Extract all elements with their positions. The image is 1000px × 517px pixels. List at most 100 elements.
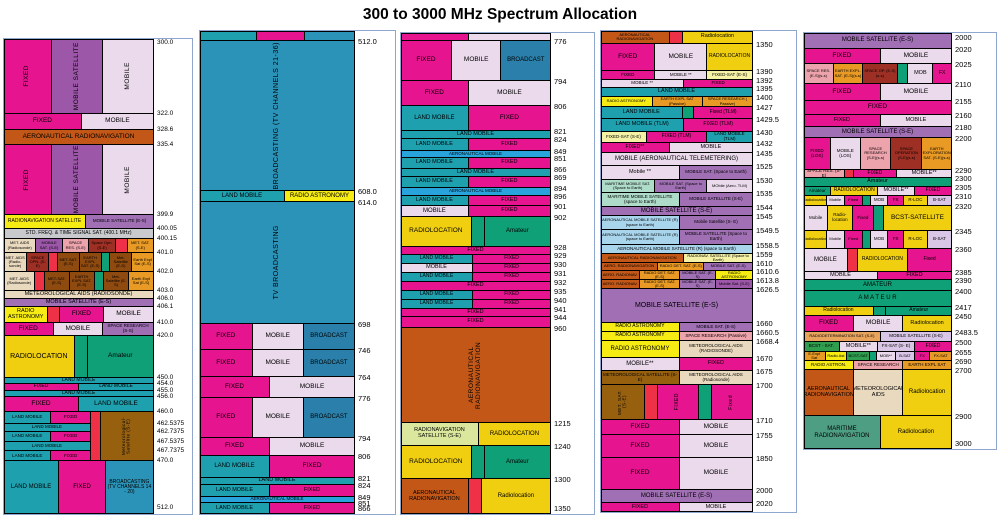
freq-label: 1544 xyxy=(756,203,773,212)
band-b-sat: B-SAT xyxy=(927,231,951,248)
band-fixed-tlm: FIXED (TLM) xyxy=(684,119,752,131)
band-label: FIXED xyxy=(416,56,436,64)
frequency-scale: 1350 1390 1392 1395 1400 1427 1429.5 1430 1432 14… xyxy=(753,31,796,512)
band-tv-broadcasting: TV BROADCASTING xyxy=(200,202,354,323)
band-label: LAND MOBILE xyxy=(216,486,254,493)
band-fixed: FIXED xyxy=(4,384,79,390)
band-land-mobile: LAND MOBILE xyxy=(200,503,271,514)
band-row: AERONAUTICAL MOBILE SATELLITE (R) (space… xyxy=(601,245,752,254)
band-fixed: Fixed xyxy=(908,249,951,271)
band-fixed: FIXED xyxy=(4,114,82,129)
band-row: LAND MOBILE FIXED xyxy=(200,485,354,497)
band-broadcast: BROADCAST xyxy=(303,398,354,437)
band-label: Radiolocation xyxy=(497,493,535,500)
band-land-mobile: LAND MOBILE xyxy=(4,378,153,383)
freq-label: 698 xyxy=(358,320,371,329)
band-met-aids-radio-sonde: MET. AIDS (Radio- sonde) xyxy=(4,253,28,271)
band-met-aids-radiosonde: MET. AIDS (Radiosonde) xyxy=(4,239,37,252)
band-land-mobile: LAND MOBILE xyxy=(401,106,469,130)
band-space-res-e-s-s-s: SPACE RES. (E-S)(s-s) xyxy=(804,64,834,83)
band-maritime-mobile-sat-space-to-earth: MARITIME MOBILE SAT. (Space to Earth) xyxy=(601,180,656,192)
band-label: FIXED xyxy=(631,503,649,510)
band-mobile: Mobile ** xyxy=(601,166,680,179)
band-sliver xyxy=(74,336,88,377)
freq-label: 902 xyxy=(554,213,567,222)
band-fixed: FIXED xyxy=(684,80,752,87)
band-label: MOBILE SATELLITE xyxy=(72,41,80,111)
freq-label: 1525 xyxy=(756,162,773,171)
band-radiolocation: RADIOLOCATION xyxy=(831,187,878,195)
band-label: BCST-SATELLITE xyxy=(890,213,944,221)
band-e-expl-sat: E-Expl Sat xyxy=(804,352,826,360)
band-fixed: FIXED xyxy=(473,264,550,272)
band-label: RADIONAVIGATION SATELLITE xyxy=(7,217,82,224)
band-row: LAND MOBILE FIXED xyxy=(401,300,550,309)
freq-label: 400.15 xyxy=(157,235,177,242)
band-sliver xyxy=(862,231,871,248)
band-mobile: MOBILE xyxy=(81,114,153,129)
band-mobile: MOBILE xyxy=(252,398,304,437)
band-sliver xyxy=(897,64,909,83)
band-label: FIXED-SAT (E-S) xyxy=(712,71,747,77)
band-row: AERONAUTICAL MOBILE xyxy=(401,188,550,196)
band-broadcast: BROADCAST xyxy=(501,41,550,80)
band-radio-astron: RADIO ASTRON. xyxy=(804,361,855,369)
band-label: AERONAUTICAL RADIONAVIGATION xyxy=(409,489,460,502)
band-mobile-satellite-e-s: MOBILE SATELLITE (E-S) xyxy=(601,289,752,322)
band-mobile-satellite-e-s: MOBILE SATELLITE (E-S) xyxy=(86,215,153,228)
band-sliver xyxy=(49,253,58,271)
band-row: Amateur xyxy=(804,178,951,187)
band-row: LAND MOBILE FIXED xyxy=(401,196,550,206)
freq-label: 2000 xyxy=(756,486,773,495)
band-label: Amateur xyxy=(505,458,529,465)
band-mobile: MOBILE xyxy=(679,503,752,512)
band-land-mobile: LAND MOBILE xyxy=(4,451,52,460)
band-radiolocation: RADIOLOCATION xyxy=(857,249,909,271)
band-label: RADIOLOCATION xyxy=(833,187,875,194)
freq-label: 824 xyxy=(554,135,567,144)
band-label: RADIOLOCATION xyxy=(861,256,903,263)
band-mobile-los: MOBILE (LOS) xyxy=(830,138,861,169)
band-radio-astronomy: RADIO ASTRONOMY xyxy=(716,271,752,279)
band-row: MOBILE SATELLITE (S-E) xyxy=(804,127,951,138)
freq-label: 1613.8 xyxy=(756,276,779,285)
band-label: MARITIME MOBILE SATELLITE (space to Eart… xyxy=(607,193,673,204)
band-mobile: MOBILE xyxy=(679,435,752,457)
band-label: B-SAT xyxy=(899,352,911,358)
band-label: LAND MOBILE xyxy=(419,255,454,262)
band-space-research-s-e-s-s: SPACE RESEARCH (S-E)(s-s) xyxy=(860,138,892,169)
band-label: EARTH EXPLORATION SAT. (S-E)(s-s) xyxy=(922,146,951,160)
band-row: FIXED (LOS) MOBILE (LOS) SPACE RESEARCH (S… xyxy=(804,138,951,170)
band-sliver xyxy=(873,307,887,315)
band-row: FIXED MOBILE xyxy=(601,503,752,512)
band-space-research-passive: SPACE RESEARCH (Passive) xyxy=(679,332,752,340)
band-fixed: FIXED xyxy=(468,177,550,187)
band-area: AERONAUTICAL RADIONAVIGATION Radiolocatio… xyxy=(601,31,753,512)
band-label: MOBILE xyxy=(299,442,325,450)
band-radiolocation: Radiolocation xyxy=(804,231,827,248)
band-radiolocation: Radiolocation xyxy=(804,196,827,205)
band-aeronautical-mobile: AERONAUTICAL MOBILE xyxy=(401,188,550,195)
band-row: FIXED MOBILE xyxy=(601,420,752,435)
band-label: MOBILE xyxy=(903,87,929,95)
band-label: FIXED xyxy=(224,442,245,450)
band-row: MOBILE SATELLITE (S-E) xyxy=(601,207,752,216)
band-fixed: FIXED xyxy=(401,247,550,254)
freq-label: 1545 xyxy=(756,212,773,221)
band-label: TV BROADCASTING xyxy=(273,225,281,300)
freq-label: 1430 xyxy=(756,128,773,137)
band-label: LAND MOBILE xyxy=(258,478,296,484)
band-row: E-Expl Sat Radio Ast BCST-SAT MOB** B-SAT FX F… xyxy=(804,352,951,361)
band-label: RADIODETERMINATION SAT. (S-E) xyxy=(809,333,875,339)
band-label: FX xyxy=(892,236,899,242)
band-row: AERONAUTICAL MOBILE SATELLITE (R) (space… xyxy=(601,216,752,230)
band-label: BCST - SAT. xyxy=(808,343,834,349)
band-aeronautical-radionavigation: AERONAUTICAL RADIONAVIGATION xyxy=(804,370,855,415)
band-radio-astronomy: RADIO ASTRONOMY xyxy=(601,97,653,106)
band-row: FIXED MOBILE Radiolocation xyxy=(804,316,951,332)
freq-label: 935 xyxy=(554,287,567,296)
band-label: FIXED xyxy=(630,469,650,477)
freq-label: 931 xyxy=(554,269,567,278)
band-row: RADIO ASTRONOMY METEOROLOGICAL AIDS (RADI… xyxy=(601,341,752,358)
band-radio-astronomy: RADIO ASTRONOMY xyxy=(601,323,680,331)
